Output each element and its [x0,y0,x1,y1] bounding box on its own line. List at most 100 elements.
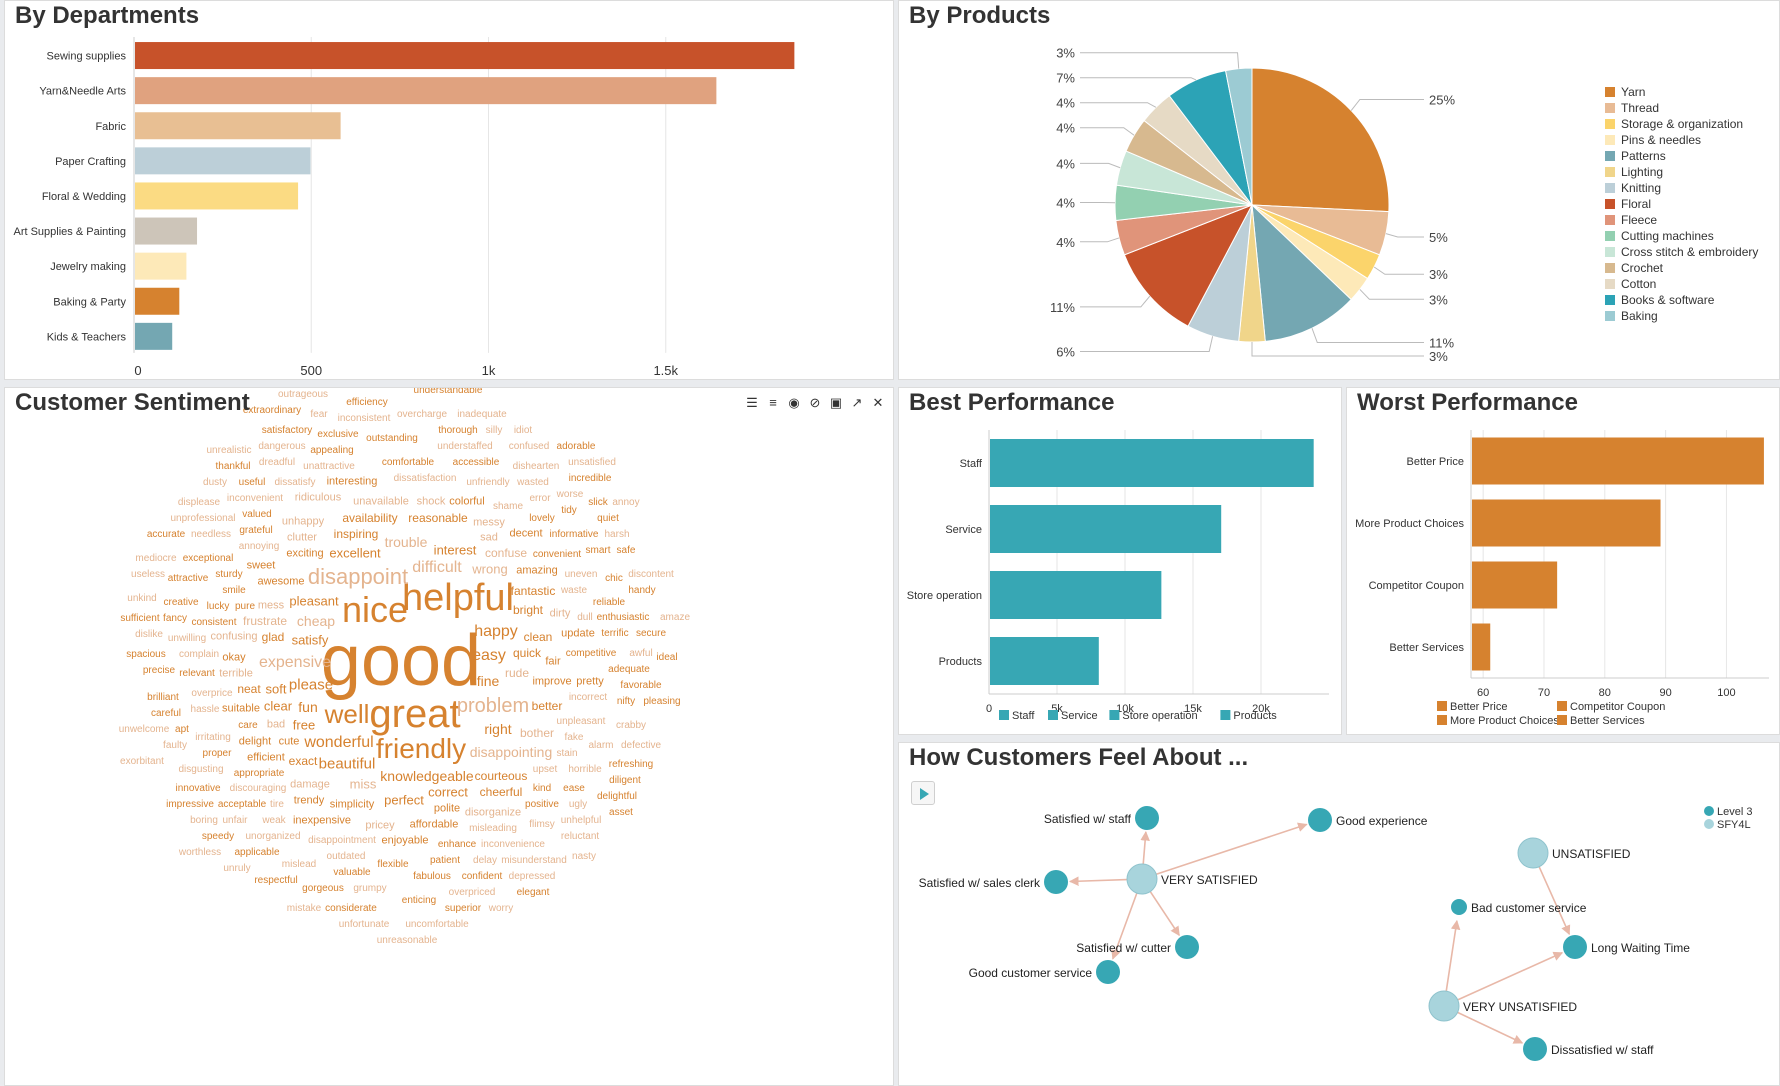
cloud-word[interactable]: harsh [604,529,630,540]
cloud-word[interactable]: great [369,692,461,736]
cloud-word[interactable]: beautiful [318,755,376,773]
cloud-word[interactable]: innovative [175,783,221,794]
cloud-word[interactable]: impressive [166,799,214,810]
cloud-word[interactable]: problem [456,695,530,717]
cloud-word[interactable]: waste [560,585,588,596]
cloud-word[interactable]: misleading [469,823,517,834]
cloud-word[interactable]: irritating [195,732,231,743]
cloud-word[interactable]: simplicity [329,798,375,811]
cloud-word[interactable]: spacious [126,649,166,660]
cloud-word[interactable]: care [238,720,258,731]
cloud-word[interactable]: bother [519,726,555,740]
cloud-word[interactable]: unwilling [167,633,207,644]
cloud-word[interactable]: cheerful [479,785,523,799]
cloud-word[interactable]: grumpy [353,883,387,894]
cloud-word[interactable]: stain [556,748,578,759]
cloud-word[interactable]: difficult [412,559,462,576]
cloud-word[interactable]: exclusive [317,429,359,440]
cloud-word[interactable]: chic [605,573,623,584]
cloud-word[interactable]: tire [270,799,284,810]
cloud-word[interactable]: appealing [310,445,354,456]
cloud-word[interactable]: precise [142,665,176,676]
cloud-word[interactable]: refreshing [608,759,654,770]
cloud-word[interactable]: correct [428,784,468,800]
cloud-word[interactable]: better [531,699,563,713]
cloud-word[interactable]: sufficient [120,613,160,624]
cloud-word[interactable]: weak [262,815,286,826]
cloud-word[interactable]: discouraging [229,783,287,794]
cloud-word[interactable]: incredible [568,473,612,484]
cloud-word[interactable]: boring [190,815,218,826]
cloud-word[interactable]: superior [444,903,482,914]
cloud-word[interactable]: miss [349,776,377,792]
cloud-word[interactable]: misunderstand [501,855,567,866]
cloud-word[interactable]: ideal [656,652,678,663]
cloud-word[interactable]: understaffed [437,441,493,452]
cloud-word[interactable]: useful [238,477,266,488]
cloud-word[interactable]: neat [237,682,261,696]
cloud-word[interactable]: inconvenient [226,493,284,504]
cloud-word[interactable]: worry [488,903,514,914]
cloud-word[interactable]: complain [178,649,220,660]
cloud-word[interactable]: exceptional [182,553,234,564]
cloud-word[interactable]: cute [278,735,300,748]
cloud-word[interactable]: shock [416,495,446,508]
cloud-word[interactable]: trendy [293,794,325,807]
cloud-word[interactable]: smart [585,545,611,556]
cloud-word[interactable]: pricey [365,819,395,832]
cloud-word[interactable]: unkind [127,593,157,604]
cloud-word[interactable]: fancy [163,613,187,624]
cloud-word[interactable]: delight [238,735,272,748]
cloud-word[interactable]: reliable [592,597,626,608]
cloud-word[interactable]: unfortunate [338,919,390,930]
cloud-word[interactable]: quiet [597,513,619,524]
cloud-word[interactable]: safe [616,545,636,556]
cloud-word[interactable]: unattractive [303,461,355,472]
cloud-word[interactable]: bad [266,718,286,731]
cloud-word[interactable]: comfortable [381,457,435,468]
cloud-word[interactable]: okay [222,651,246,664]
cloud-word[interactable]: convenient [532,549,582,560]
cloud-word[interactable]: lovely [529,513,555,524]
cloud-word[interactable]: mess [257,599,285,612]
cloud-word[interactable]: exorbitant [120,756,164,767]
cloud-word[interactable]: adequate [608,664,650,675]
cloud-word[interactable]: unavailable [353,495,409,508]
cloud-word[interactable]: mediocre [135,553,177,564]
cloud-word[interactable]: extraordinary [242,405,302,416]
cloud-word[interactable]: thankful [215,461,251,472]
cloud-word[interactable]: bright [512,603,544,617]
cloud-word[interactable]: flimsy [529,819,555,830]
cloud-word[interactable]: disgusting [178,764,224,775]
cloud-word[interactable]: valuable [333,867,371,878]
cloud-word[interactable]: uneven [564,569,598,580]
cloud-word[interactable]: friendly [375,733,467,764]
cloud-word[interactable]: defective [620,740,662,751]
cloud-word[interactable]: mistake [286,903,322,914]
cloud-word[interactable]: unreasonable [376,935,438,946]
cloud-word[interactable]: good [320,621,482,701]
cloud-word[interactable]: reluctant [560,831,600,842]
cloud-word[interactable]: ridiculous [294,491,342,504]
cloud-word[interactable]: outdated [326,851,366,862]
cloud-word[interactable]: frustrate [242,614,288,628]
cloud-word[interactable]: adorable [556,441,596,452]
cloud-word[interactable]: cheap [296,613,336,629]
cloud-word[interactable]: unprofessional [170,513,236,524]
cloud-word[interactable]: annoying [238,541,280,552]
cloud-word[interactable]: useless [131,569,165,580]
cloud-word[interactable]: asset [609,807,633,818]
cloud-word[interactable]: considerate [325,903,377,914]
cloud-word[interactable]: consistent [191,617,237,628]
cloud-word[interactable]: terrible [219,667,253,680]
cloud-word[interactable]: affordable [409,818,459,831]
block-icon[interactable]: ⊘ [809,395,821,410]
cloud-word[interactable]: improve [532,675,572,688]
cloud-word[interactable]: messy [473,516,505,529]
cloud-word[interactable]: fine [476,673,500,689]
close-icon[interactable]: ✕ [872,395,884,410]
cloud-word[interactable]: fake [564,732,584,743]
cloud-word[interactable]: nifty [616,696,636,707]
cloud-word[interactable]: happy [474,623,518,640]
cloud-word[interactable]: enthusiastic [596,612,650,623]
